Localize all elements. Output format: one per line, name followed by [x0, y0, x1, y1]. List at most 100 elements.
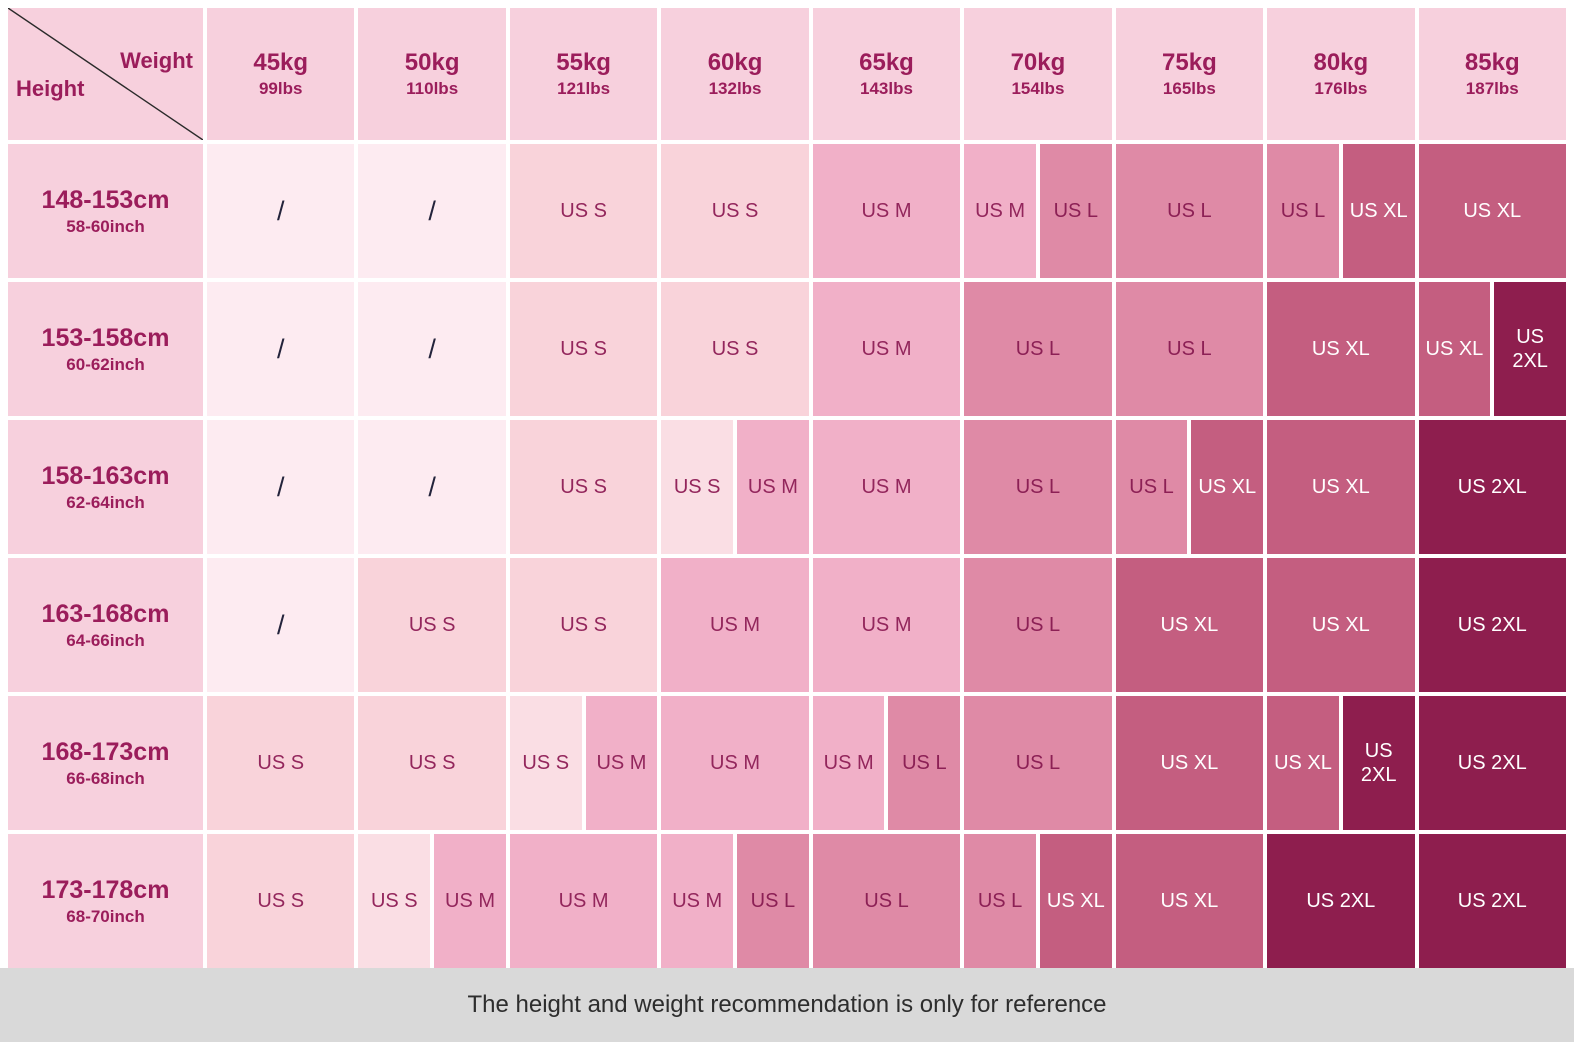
- reference-note-bar: The height and weight recommendation is …: [0, 968, 1574, 1042]
- size-cell: US L: [1115, 420, 1188, 554]
- weight-kg-label: 50kg: [404, 49, 460, 77]
- size-cell: US L: [964, 696, 1112, 830]
- weight-kg-label: 45kg: [253, 49, 309, 77]
- height-inch-label: 60-62inch: [66, 355, 145, 374]
- size-cell-split: US XL US 2XL: [1418, 282, 1566, 416]
- height-row-label: 148-153cm 58-60inch: [8, 144, 203, 278]
- empty-cell: /: [358, 420, 506, 554]
- weight-kg-label: 65kg: [859, 49, 914, 77]
- height-cm-label: 168-173cm: [41, 737, 170, 766]
- height-axis-label: Height: [16, 76, 85, 101]
- size-cell: US 2XL: [1418, 834, 1566, 968]
- weight-kg-label: 60kg: [707, 49, 763, 77]
- weight-header: 80kg 176lbs: [1267, 8, 1415, 140]
- weight-kg-label: 70kg: [1010, 49, 1066, 77]
- size-cell: US S: [661, 144, 809, 278]
- size-cell: US M: [661, 696, 809, 830]
- size-cell: US L: [1115, 282, 1264, 416]
- size-cell-split: US S US M: [509, 696, 658, 830]
- size-cell: US L: [964, 282, 1112, 416]
- size-cell-split: US S US M: [358, 834, 506, 968]
- size-cell: US 2XL: [1494, 282, 1566, 416]
- weight-lbs-label: 143lbs: [860, 79, 913, 99]
- weight-kg-label: 55kg: [556, 49, 611, 77]
- size-cell: US L: [812, 834, 961, 968]
- size-cell: US L: [964, 834, 1036, 968]
- height-inch-label: 58-60inch: [66, 217, 145, 236]
- size-cell: US L: [964, 558, 1112, 692]
- diagonal-line: [8, 8, 203, 140]
- size-cell: US S: [207, 834, 355, 968]
- empty-cell: /: [358, 282, 506, 416]
- size-cell-split: US S US M: [661, 420, 809, 554]
- size-cell: US XL: [1115, 834, 1264, 968]
- size-cell: US S: [509, 558, 658, 692]
- weight-header: 65kg 143lbs: [812, 8, 961, 140]
- size-cell: US S: [358, 558, 506, 692]
- weight-lbs-label: 110lbs: [406, 79, 459, 99]
- diagonal-divider: [8, 8, 203, 140]
- size-cell-split: US M US L: [964, 144, 1112, 278]
- size-cell: US L: [888, 696, 961, 830]
- size-cell: US XL: [1418, 282, 1491, 416]
- size-cell: US M: [964, 144, 1036, 278]
- size-cell: US M: [812, 696, 885, 830]
- size-cell: US L: [1115, 144, 1264, 278]
- size-cell: US S: [661, 420, 734, 554]
- height-cm-label: 148-153cm: [41, 185, 170, 214]
- size-cell: US XL: [1039, 834, 1112, 968]
- height-cm-label: 158-163cm: [41, 461, 170, 490]
- size-cell: US 2XL: [1418, 696, 1566, 830]
- height-row-label: 153-158cm 60-62inch: [8, 282, 203, 416]
- height-row-label: 158-163cm 62-64inch: [8, 420, 203, 554]
- height-row-label: 163-168cm 64-66inch: [8, 558, 203, 692]
- size-cell: US M: [737, 420, 809, 554]
- size-cell: US 2XL: [1342, 696, 1415, 830]
- size-cell: US M: [509, 834, 658, 968]
- height-cm-label: 173-178cm: [41, 875, 170, 904]
- weight-header: 45kg 99lbs: [207, 8, 355, 140]
- size-cell: US L: [964, 420, 1112, 554]
- size-cell-split: US L US XL: [1267, 144, 1415, 278]
- size-cell: US M: [812, 558, 961, 692]
- size-cell: US M: [585, 696, 658, 830]
- size-chart-page: Weight Height 45kg 99lbs 50kg 110lbs 55kg 121…: [8, 8, 1566, 968]
- height-row-label: 168-173cm 66-68inch: [8, 696, 203, 830]
- weight-lbs-label: 154lbs: [1011, 79, 1065, 99]
- size-cell: US 2XL: [1418, 420, 1566, 554]
- empty-cell: /: [207, 144, 355, 278]
- size-cell: US XL: [1342, 144, 1415, 278]
- size-cell: US S: [358, 696, 506, 830]
- size-cell: US XL: [1267, 282, 1415, 416]
- weight-lbs-label: 187lbs: [1465, 79, 1519, 99]
- size-cell: US L: [1267, 144, 1339, 278]
- height-inch-label: 64-66inch: [66, 631, 145, 650]
- size-cell: US 2XL: [1267, 834, 1415, 968]
- size-cell: US XL: [1115, 558, 1264, 692]
- size-cell: US XL: [1191, 420, 1264, 554]
- size-cell: US XL: [1267, 696, 1339, 830]
- size-cell-split: US M US L: [812, 696, 961, 830]
- height-inch-label: 62-64inch: [66, 493, 145, 512]
- empty-cell: /: [358, 144, 506, 278]
- size-cell: US S: [661, 282, 809, 416]
- height-inch-label: 66-68inch: [66, 769, 145, 788]
- weight-kg-label: 85kg: [1464, 49, 1520, 77]
- empty-cell: /: [207, 282, 355, 416]
- size-cell: US S: [509, 282, 658, 416]
- size-cell: US S: [509, 696, 582, 830]
- weight-lbs-label: 121lbs: [557, 79, 611, 99]
- size-cell: US M: [661, 558, 809, 692]
- height-inch-label: 68-70inch: [66, 907, 145, 926]
- size-cell: US L: [1039, 144, 1112, 278]
- empty-cell: /: [207, 420, 355, 554]
- size-cell: US M: [812, 282, 961, 416]
- weight-kg-label: 80kg: [1313, 49, 1369, 77]
- size-chart-table: Weight Height 45kg 99lbs 50kg 110lbs 55kg 121…: [8, 8, 1566, 968]
- size-cell: US S: [509, 420, 658, 554]
- size-cell: US XL: [1115, 696, 1264, 830]
- weight-header: 60kg 132lbs: [661, 8, 809, 140]
- size-cell: US M: [661, 834, 734, 968]
- weight-lbs-label: 99lbs: [258, 79, 303, 99]
- size-cell-split: US L US XL: [964, 834, 1112, 968]
